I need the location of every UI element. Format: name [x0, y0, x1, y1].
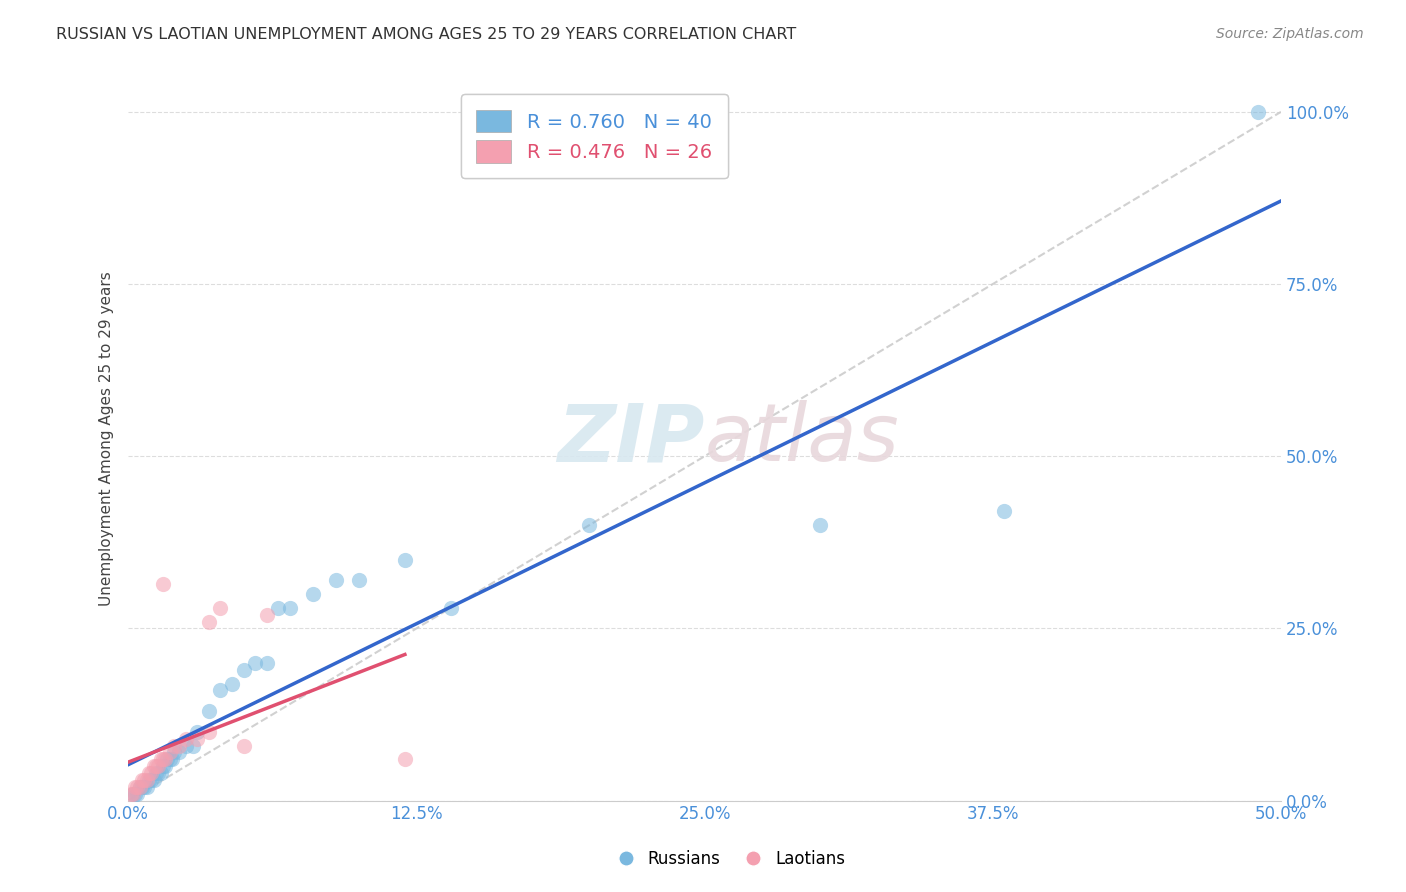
Point: [325, 573, 347, 587]
Point: [993, 504, 1015, 518]
Legend: R = 0.760   N = 40, R = 0.476   N = 26: R = 0.760 N = 40, R = 0.476 N = 26: [461, 95, 727, 178]
Point: [209, 683, 232, 698]
Point: [232, 663, 254, 677]
Point: [148, 759, 170, 773]
Point: [120, 787, 142, 801]
Point: [152, 759, 174, 773]
Point: [135, 780, 157, 794]
Point: [163, 746, 186, 760]
Point: [148, 766, 170, 780]
Point: [186, 724, 208, 739]
Text: Source: ZipAtlas.com: Source: ZipAtlas.com: [1216, 27, 1364, 41]
Point: [209, 600, 232, 615]
Legend: Russians, Laotians: Russians, Laotians: [610, 844, 852, 875]
Text: atlas: atlas: [704, 400, 900, 478]
Point: [163, 739, 186, 753]
Point: [301, 587, 323, 601]
Point: [198, 724, 221, 739]
Point: [347, 573, 370, 587]
Point: [174, 739, 197, 753]
Point: [153, 759, 176, 773]
Point: [156, 752, 179, 766]
Point: [131, 780, 153, 794]
Point: [149, 752, 172, 766]
Point: [128, 780, 150, 794]
Point: [127, 780, 149, 794]
Point: [394, 752, 416, 766]
Point: [131, 772, 153, 787]
Point: [141, 766, 163, 780]
Y-axis label: Unemployment Among Ages 25 to 29 years: Unemployment Among Ages 25 to 29 years: [100, 272, 114, 607]
Point: [167, 739, 190, 753]
Point: [124, 780, 146, 794]
Point: [135, 772, 157, 787]
Point: [128, 780, 150, 794]
Point: [152, 576, 174, 591]
Point: [174, 731, 197, 746]
Point: [138, 772, 160, 787]
Point: [440, 600, 463, 615]
Point: [578, 518, 600, 533]
Point: [141, 772, 163, 787]
Text: ZIP: ZIP: [557, 400, 704, 478]
Point: [134, 780, 156, 794]
Point: [256, 607, 278, 622]
Point: [159, 752, 181, 766]
Point: [121, 787, 143, 801]
Point: [145, 759, 167, 773]
Point: [256, 656, 278, 670]
Point: [153, 752, 176, 766]
Point: [124, 787, 146, 801]
Point: [198, 704, 221, 718]
Point: [808, 518, 831, 533]
Point: [142, 759, 165, 773]
Point: [198, 615, 221, 629]
Point: [221, 676, 243, 690]
Point: [142, 772, 165, 787]
Text: RUSSIAN VS LAOTIAN UNEMPLOYMENT AMONG AGES 25 TO 29 YEARS CORRELATION CHART: RUSSIAN VS LAOTIAN UNEMPLOYMENT AMONG AG…: [56, 27, 796, 42]
Point: [134, 772, 156, 787]
Point: [138, 766, 160, 780]
Point: [1247, 104, 1270, 119]
Point: [149, 766, 172, 780]
Point: [145, 766, 167, 780]
Point: [278, 600, 301, 615]
Point: [181, 739, 204, 753]
Point: [267, 600, 290, 615]
Point: [127, 787, 149, 801]
Point: [121, 787, 143, 801]
Point: [160, 752, 183, 766]
Point: [186, 731, 208, 746]
Point: [243, 656, 266, 670]
Point: [152, 752, 174, 766]
Point: [394, 552, 416, 566]
Point: [167, 746, 190, 760]
Point: [232, 739, 254, 753]
Point: [159, 746, 181, 760]
